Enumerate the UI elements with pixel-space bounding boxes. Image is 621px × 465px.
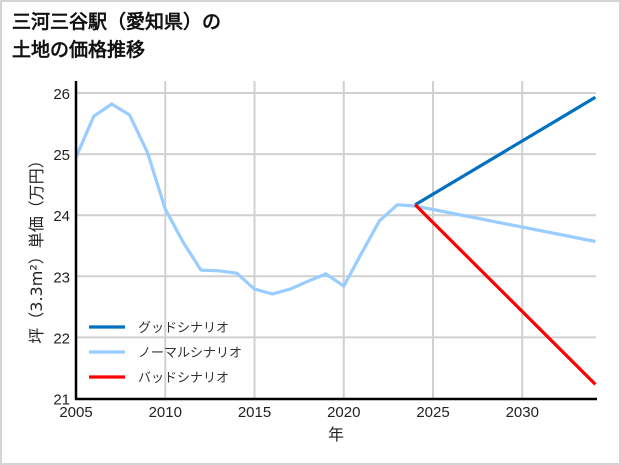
series-lines: [74, 95, 597, 386]
y-tick-label: 24: [53, 208, 70, 225]
x-tick-label: 2030: [506, 404, 539, 421]
y-axis-label: 坪（3.3m²）単価（万円）: [27, 152, 46, 343]
y-tick-label: 21: [53, 392, 70, 409]
y-tick-label: 23: [53, 269, 70, 286]
legend-label: バッドシナリオ: [138, 371, 229, 386]
legend-label: グッドシナリオ: [138, 321, 229, 336]
series-line: [74, 102, 596, 296]
x-tick-label: 2005: [59, 404, 92, 421]
y-tick-labels: 21 22 23 24 25 26: [53, 86, 70, 409]
legend-label: ノーマルシナリオ: [138, 346, 242, 361]
series-line: [414, 95, 597, 207]
x-axis-label: 年: [328, 425, 344, 444]
x-tick-label: 2015: [238, 404, 271, 421]
y-tick-label: 26: [53, 86, 70, 103]
gridlines: [76, 81, 596, 399]
x-tick-label: 2025: [416, 404, 449, 421]
chart-title: 三河三谷駅（愛知県）の 土地の価格推移: [12, 11, 222, 61]
axes: [74, 81, 597, 401]
y-tick-label: 25: [53, 147, 70, 164]
y-tick-label: 22: [53, 330, 70, 347]
x-tick-labels: 2005 2010 2015 2020 2025 2030: [59, 404, 539, 421]
series-line: [414, 203, 597, 386]
x-tick-label: 2010: [149, 404, 182, 421]
x-tick-label: 2020: [327, 404, 360, 421]
